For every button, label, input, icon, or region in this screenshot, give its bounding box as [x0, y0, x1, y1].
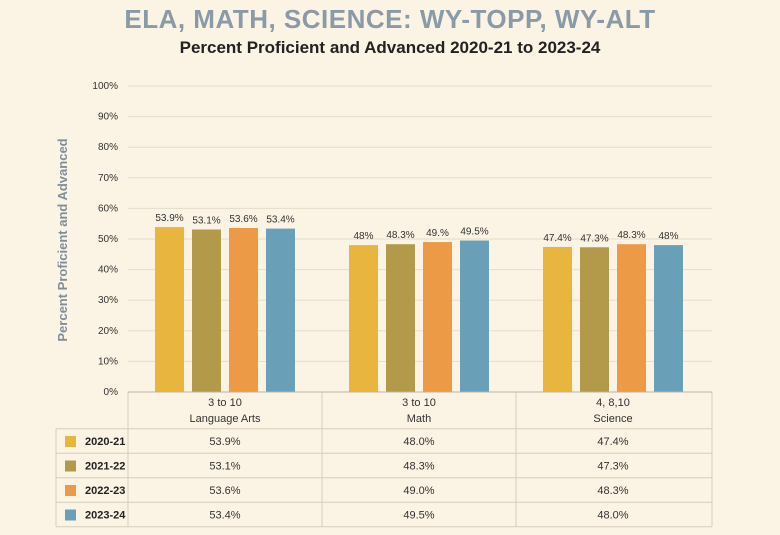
y-tick-label: 20% — [98, 326, 118, 337]
bar-value-label: 47.3% — [580, 233, 608, 244]
y-tick-label: 90% — [98, 112, 118, 123]
bar — [229, 227, 258, 392]
table-cell: 47.4% — [597, 436, 628, 448]
y-tick-label: 10% — [98, 356, 118, 367]
y-tick-label: 50% — [98, 234, 118, 245]
y-tick-label: 0% — [104, 387, 119, 398]
bar — [192, 229, 221, 392]
y-tick-label: 80% — [98, 142, 118, 153]
legend-swatch — [65, 436, 76, 447]
bar-value-label: 48% — [658, 231, 678, 242]
y-tick-label: 40% — [98, 265, 118, 276]
table-cell: 47.3% — [597, 461, 628, 473]
bar-value-label: 48% — [353, 231, 373, 242]
bar — [460, 240, 489, 392]
table-cell: 53.4% — [209, 510, 240, 522]
bar-value-label: 53.1% — [192, 216, 220, 227]
bar-value-label: 48.3% — [617, 230, 645, 241]
category-label-line2: Math — [407, 413, 431, 425]
table-cell: 48.3% — [403, 461, 434, 473]
bar — [580, 247, 609, 392]
y-tick-label: 70% — [98, 173, 118, 184]
chart-subtitle: Percent Proficient and Advanced 2020-21 … — [179, 38, 601, 57]
bar — [617, 244, 646, 392]
bar-value-label: 49.5% — [460, 227, 488, 238]
y-tick-label: 60% — [98, 203, 118, 214]
legend-swatch — [65, 460, 76, 472]
bar — [423, 242, 452, 392]
bar-value-label: 48.3% — [386, 230, 414, 241]
category-label-line1: 3 to 10 — [208, 397, 242, 409]
y-tick-label: 100% — [92, 81, 118, 92]
chart-title: ELA, MATH, SCIENCE: WY-TOPP, WY-ALT — [124, 4, 656, 34]
bar — [155, 227, 184, 392]
category-label-line2: Science — [593, 413, 632, 425]
table-cell: 48.0% — [403, 436, 434, 448]
legend-label: 2021-22 — [85, 461, 125, 473]
table-cell: 53.9% — [209, 436, 240, 448]
bar-value-label: 53.4% — [266, 215, 294, 226]
y-axis-label: Percent Proficient and Advanced — [55, 138, 70, 341]
legend-label: 2020-21 — [85, 436, 125, 448]
bar-value-label: 49.% — [426, 228, 449, 239]
bar — [654, 245, 683, 392]
bar — [386, 244, 415, 392]
table-cell: 48.3% — [597, 485, 628, 497]
table-cell: 49.0% — [403, 485, 434, 497]
y-tick-label: 30% — [98, 295, 118, 306]
category-label-line2: Language Arts — [190, 413, 261, 425]
bar — [543, 246, 572, 392]
legend-label: 2023-24 — [85, 510, 126, 522]
category-label-line1: 3 to 10 — [402, 397, 436, 409]
bar — [349, 245, 378, 392]
bar-value-label: 53.6% — [229, 214, 257, 225]
bar-value-label: 47.4% — [543, 233, 571, 244]
table-cell: 49.5% — [403, 510, 434, 522]
bar — [266, 228, 295, 392]
table-cell: 53.6% — [209, 485, 240, 497]
legend-swatch — [65, 485, 76, 496]
bar-value-label: 53.9% — [155, 213, 183, 224]
legend-swatch — [65, 509, 76, 521]
table-cell: 53.1% — [209, 461, 240, 473]
category-label-line1: 4, 8,10 — [596, 397, 630, 409]
legend-label: 2022-23 — [85, 485, 125, 497]
table-cell: 48.0% — [597, 510, 628, 522]
